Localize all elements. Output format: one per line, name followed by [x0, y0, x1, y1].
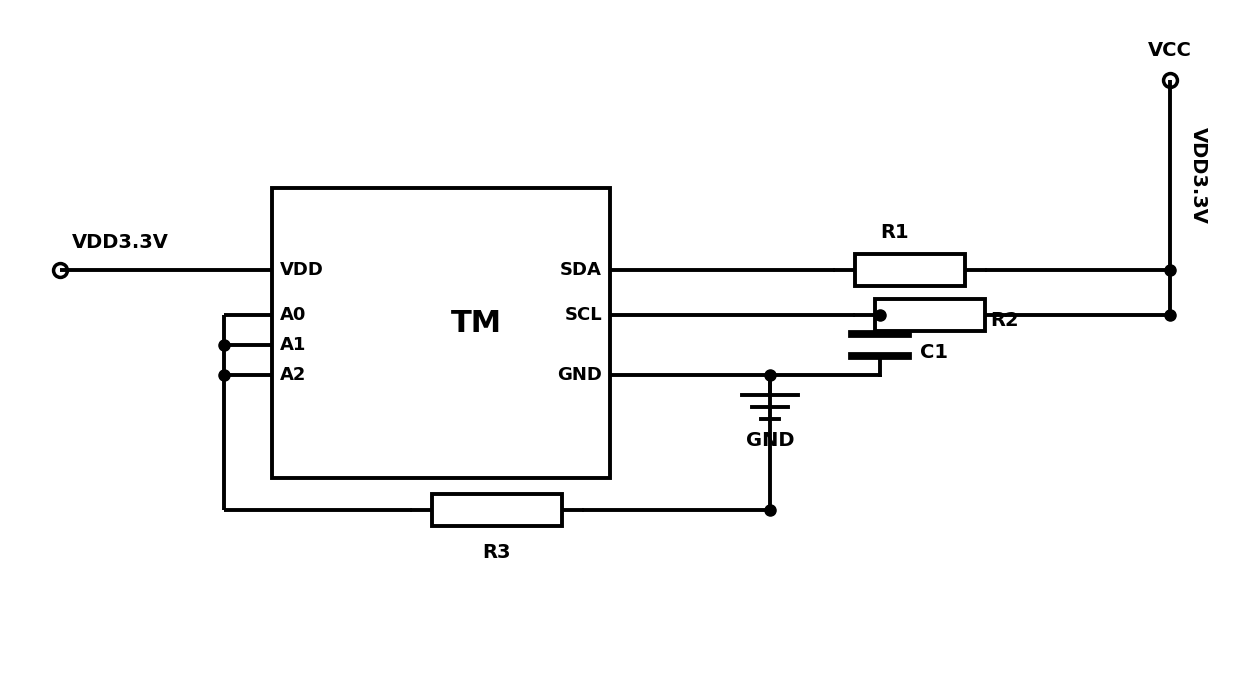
Text: R2: R2: [990, 311, 1018, 330]
Text: VDD: VDD: [280, 261, 324, 279]
Bar: [856, 254, 965, 286]
Text: GND: GND: [557, 366, 601, 384]
Text: R1: R1: [880, 222, 909, 241]
Text: VDD3.3V: VDD3.3V: [72, 233, 169, 252]
Text: VCC: VCC: [1148, 40, 1192, 59]
Bar: [272, 188, 610, 478]
Text: A0: A0: [280, 306, 306, 324]
Text: SDA: SDA: [560, 261, 601, 279]
Bar: [875, 299, 985, 331]
Text: C1: C1: [920, 344, 949, 363]
Text: A1: A1: [280, 336, 306, 354]
Text: TM: TM: [450, 309, 501, 338]
Text: SCL: SCL: [564, 306, 601, 324]
Text: A2: A2: [280, 366, 306, 384]
Text: VDD3.3V: VDD3.3V: [1188, 127, 1208, 224]
Bar: [432, 494, 562, 526]
Text: GND: GND: [745, 431, 795, 450]
Text: R3: R3: [482, 543, 511, 561]
